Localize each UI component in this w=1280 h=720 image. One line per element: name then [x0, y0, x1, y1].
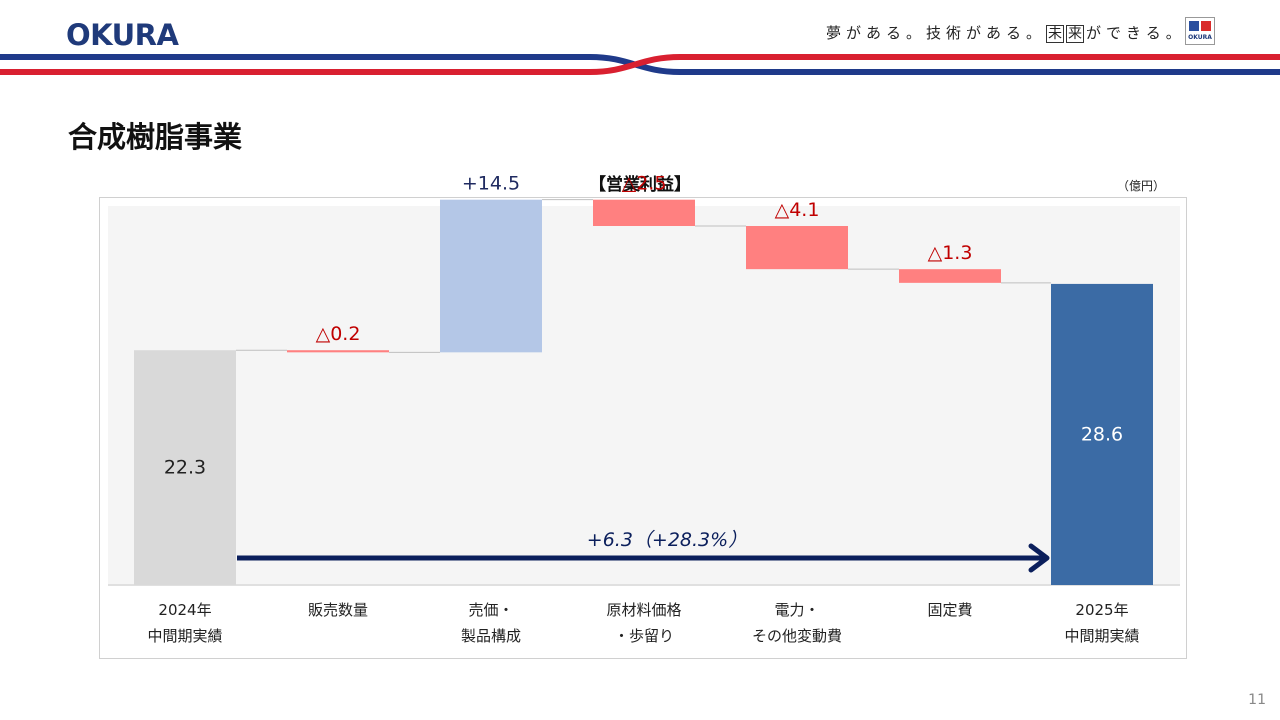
header-stripes [0, 54, 1280, 75]
category-label-2-line-1: 販売数量 [307, 601, 368, 619]
category-label-7-line-2: 中間期実績 [1064, 627, 1140, 645]
tagline-boxed-char-1: 未 [1046, 25, 1065, 43]
category-label-3-line-1: 売価・ [468, 601, 514, 619]
data-label-2: △0.2 [316, 323, 361, 345]
bar-1 [134, 350, 236, 585]
bar-3 [440, 199, 542, 353]
category-label-5-line-1: 電力・ [774, 601, 820, 619]
category-label-7-line-1: 2025年 [1075, 601, 1129, 619]
unit-label: （億円） [1116, 179, 1165, 193]
category-label-7: 2025年中間期実績 [1012, 597, 1192, 649]
category-label-2: 販売数量 [248, 597, 428, 623]
okura-mark-icon: OKURA [1185, 17, 1215, 45]
corporate-tagline: 夢がある。技術がある。未来ができる。 [826, 22, 1186, 43]
change-arrow-head [1028, 543, 1050, 573]
page-number: 11 [1248, 692, 1266, 708]
category-label-4: 原材料価格 ・歩留り [554, 597, 734, 649]
category-label-5-line-2: その他変動費 [751, 627, 842, 645]
data-label-1: 22.3 [164, 457, 206, 479]
category-label-3: 売価・ 製品構成 [401, 597, 581, 649]
bar-2 [287, 350, 389, 353]
category-label-3-line-2: 製品構成 [460, 627, 521, 645]
okura-logo: OKURA [66, 18, 179, 52]
tagline-boxed-char-2: 来 [1066, 25, 1085, 43]
okura-mark-text: OKURA [1188, 34, 1212, 41]
category-label-6-line-1: 固定費 [927, 601, 973, 619]
data-label-4: △2.5 [622, 173, 667, 195]
data-label-5: △4.1 [775, 199, 820, 221]
chart-title: 【営業利益】 [589, 175, 691, 195]
category-label-5: 電力・ その他変動費 [707, 597, 887, 649]
category-label-4-line-2: ・歩留り [613, 627, 674, 645]
data-label-6: △1.3 [928, 242, 973, 264]
category-label-4-line-1: 原材料価格 [606, 601, 682, 619]
bar-7 [1051, 283, 1153, 585]
category-label-1-line-1: 2024年 [158, 601, 212, 619]
plot-area [108, 206, 1180, 586]
category-label-1: 2024年中間期実績 [95, 597, 275, 649]
bar-5 [746, 226, 848, 270]
change-annotation: +6.3（+28.3%） [587, 529, 747, 551]
category-label-1-line-2: 中間期実績 [147, 627, 223, 645]
bar-4 [593, 199, 695, 227]
data-label-3: +14.5 [462, 173, 520, 195]
page-title: 合成樹脂事業 [68, 120, 243, 154]
tagline-text-1: 夢がある。技術がある。 [826, 24, 1047, 42]
category-label-6: 固定費 [860, 597, 1040, 623]
tagline-text-2: ができる。 [1086, 24, 1186, 42]
bar-6 [899, 269, 1001, 283]
data-label-7: 28.6 [1081, 423, 1123, 445]
red-stripe [0, 54, 1280, 75]
